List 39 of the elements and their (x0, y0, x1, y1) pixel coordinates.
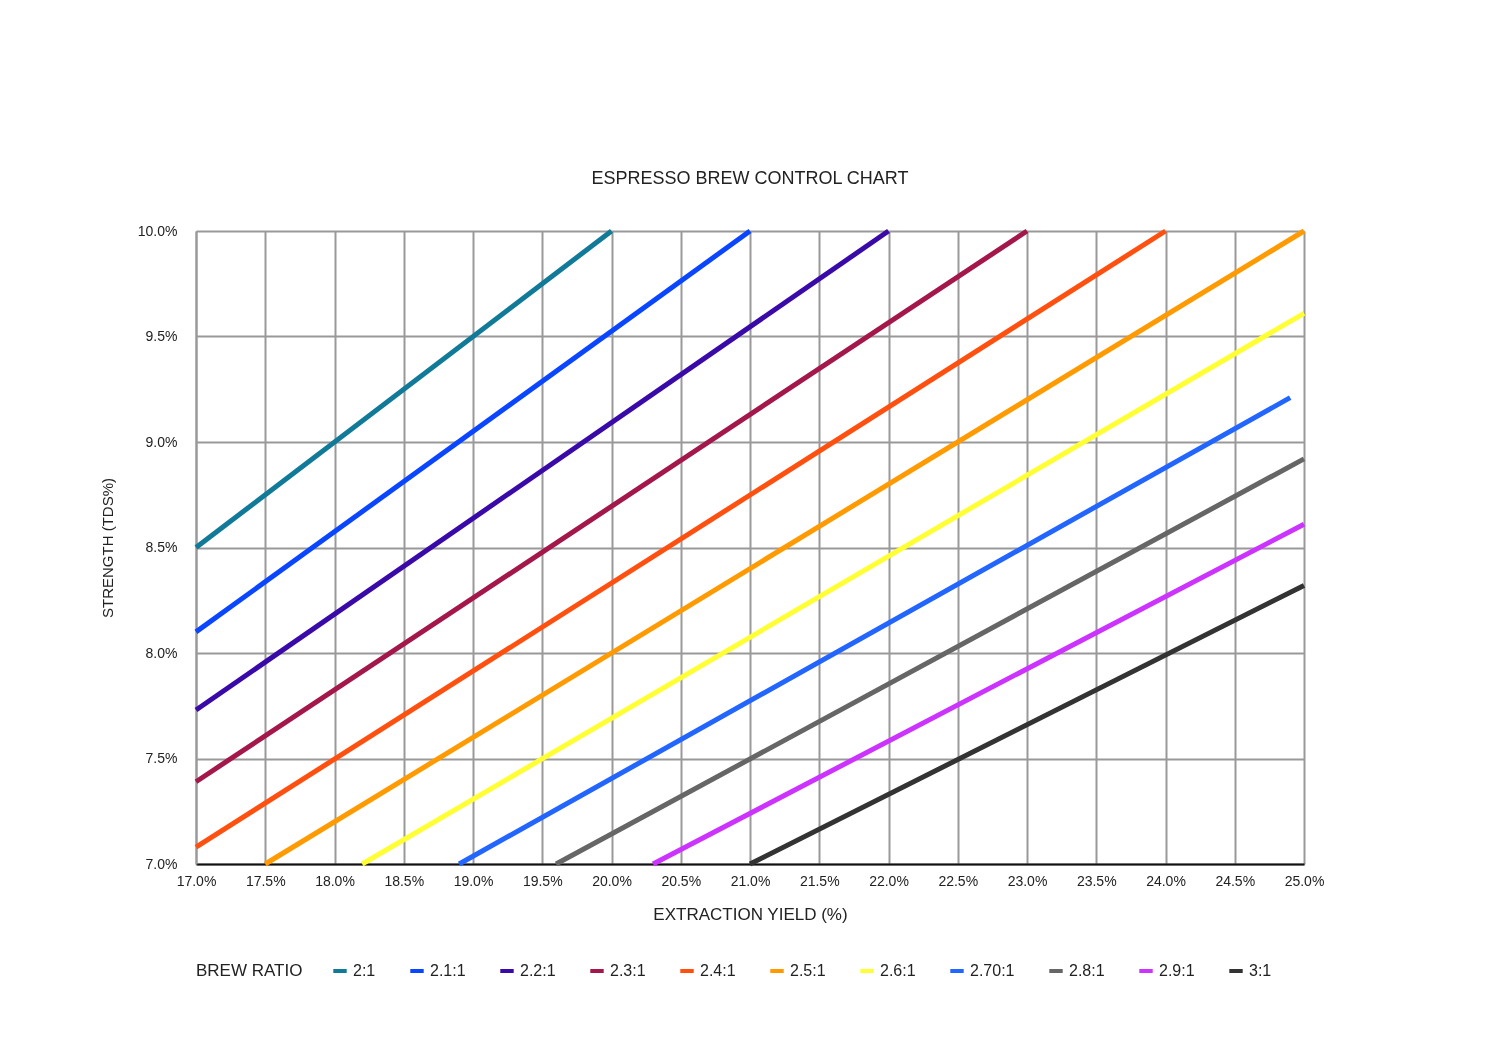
y-axis-title: STRENGTH (TDS%) (98, 478, 116, 618)
x-tick-label: 18.5% (384, 872, 425, 889)
legend-label: 2.1:1 (430, 962, 466, 979)
y-tick-label: 9.0% (145, 433, 178, 450)
legend-title: BREW RATIO (196, 961, 303, 980)
legend-label: 2.8:1 (1069, 962, 1105, 979)
x-tick-label: 20.5% (661, 872, 702, 889)
legend-label: 2.9:1 (1159, 962, 1195, 979)
legend-label: 2.5:1 (790, 962, 826, 979)
chart-title: ESPRESSO BREW CONTROL CHART (591, 168, 909, 188)
x-tick-label: 22.0% (869, 872, 909, 889)
y-tick-label: 9.5% (145, 328, 178, 344)
x-tick-label: 24.0% (1146, 872, 1186, 889)
legend-label: 2.3:1 (610, 962, 646, 979)
legend-label: 2.70:1 (970, 962, 1015, 979)
y-tick-label: 7.0% (145, 855, 178, 872)
x-tick-label: 22.5% (938, 872, 979, 889)
x-tick-label: 17.0% (176, 872, 217, 889)
legend-label: 3:1 (1249, 962, 1272, 979)
y-tick-label: 10.0% (137, 222, 178, 239)
y-tick-label: 8.5% (145, 539, 178, 555)
legend-label: 2:1 (353, 962, 376, 979)
x-axis-title: EXTRACTION YIELD (%) (653, 904, 848, 924)
x-tick-label: 19.5% (522, 872, 563, 889)
x-tick-label: 23.0% (1007, 872, 1048, 889)
x-tick-label: 25.0% (1284, 872, 1325, 889)
x-tick-label: 18.0% (315, 872, 355, 889)
y-tick-label: 8.0% (145, 644, 178, 661)
x-tick-label: 20.0% (592, 872, 632, 889)
x-tick-label: 21.0% (730, 872, 771, 889)
y-tick-label: 7.5% (145, 750, 178, 766)
legend-label: 2.4:1 (700, 962, 736, 979)
x-tick-label: 24.5% (1215, 872, 1256, 889)
legend-label: 2.6:1 (880, 962, 916, 979)
x-tick-label: 21.5% (799, 872, 840, 889)
x-tick-label: 19.0% (453, 872, 494, 889)
x-tick-label: 23.5% (1076, 872, 1117, 889)
legend-label: 2.2:1 (520, 962, 556, 979)
x-tick-label: 17.5% (245, 872, 286, 889)
